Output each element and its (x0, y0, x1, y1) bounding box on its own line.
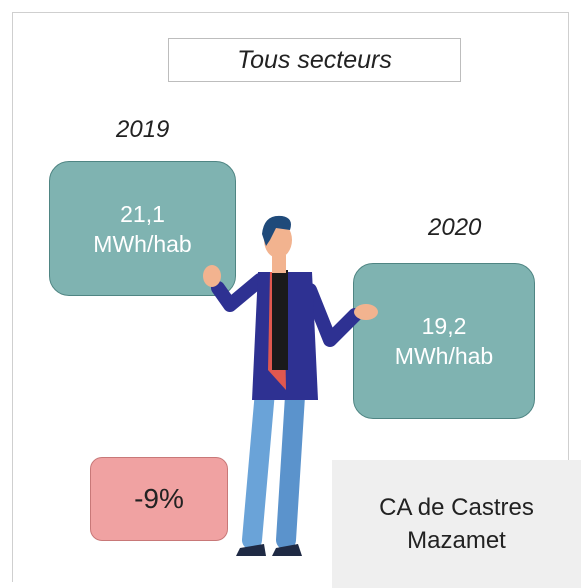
title-box: Tous secteurs (168, 38, 461, 82)
unit: MWh/hab (93, 230, 192, 257)
year-label: 2019 (116, 116, 170, 143)
unit: MWh/hab (394, 343, 494, 369)
territory-line: CA de Castres (379, 494, 534, 521)
person-illustration (203, 215, 378, 556)
change-box: -9% (90, 457, 228, 541)
year-label: 2020 (428, 214, 482, 241)
value: 19,2 (421, 313, 467, 339)
territory-box: CA de Castres Mazamet (332, 460, 581, 588)
frame (12, 12, 569, 582)
value-box: 19,2 MWh/hab (353, 263, 535, 419)
title: Tous secteurs (237, 45, 392, 74)
territory-line: Mazamet (407, 527, 506, 554)
change: -9% (134, 483, 184, 514)
value: 21,1 (120, 200, 165, 227)
